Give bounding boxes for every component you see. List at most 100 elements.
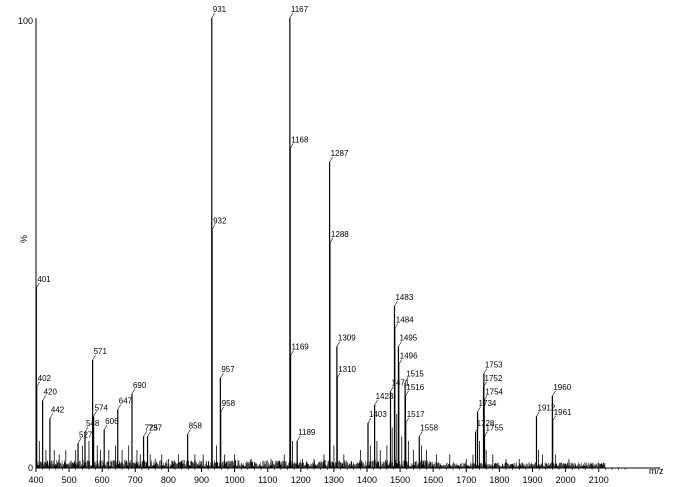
peak-label-725: 725 [145,424,159,433]
peak-label-leader [289,143,294,149]
peak-label-leader [289,12,294,19]
x-tick-label: 1100 [258,475,277,485]
peak-label-leader [336,341,341,347]
x-tick-label: 900 [194,475,209,485]
peak-label-leader [36,381,40,388]
peak-label-1169: 1169 [292,343,310,352]
peak-label-1167: 1167 [291,5,309,14]
peak-label-647: 647 [119,397,133,406]
peak-label-leader [398,341,402,347]
peak-label-leader [552,390,556,397]
peak-label-leader [49,413,54,419]
peak-label-leader [220,406,224,412]
peak-label-leader [390,386,394,392]
x-tick-label: 1200 [291,475,311,485]
peak-label-1495: 1495 [399,334,417,343]
peak-label-1755: 1755 [486,424,504,433]
peak-label-leader [93,411,97,417]
peak-label-1310: 1310 [338,365,356,374]
peak-label-1471: 1471 [392,379,410,388]
peak-label-1309: 1309 [338,334,356,343]
peak-label-1287: 1287 [331,149,349,158]
peak-label-leader [92,354,96,361]
peak-label-1515: 1515 [406,370,424,379]
x-tick-label: 2100 [589,475,609,485]
peak-label-leader [187,429,191,435]
peak-label-leader [329,156,333,163]
peak-label-1961: 1961 [554,408,572,417]
x-tick-label: 1000 [225,475,245,485]
peak-label-leader [536,411,540,417]
peak-label-leader [211,224,216,230]
peak-label-leader [296,435,301,442]
y-tick-label-0: 0 [28,463,33,473]
peak-label-leader [147,431,151,437]
peak-label-leader [36,282,40,289]
peak-label-571: 571 [94,347,108,356]
peak-label-leader [77,438,82,444]
peak-label-leader [405,417,409,424]
peak-label-leader [483,395,488,401]
peak-label-690: 690 [133,381,147,390]
peak-label-leader [131,388,136,394]
peak-label-1403: 1403 [369,410,387,419]
peak-label-leader [419,431,423,437]
peak-label-931: 931 [213,5,227,14]
peak-label-1288: 1288 [331,230,349,239]
x-tick-label: 1700 [456,475,476,485]
peak-label-1484: 1484 [396,316,414,325]
peak-label-420: 420 [44,388,58,397]
peak-label-leader [329,237,334,244]
peak-label-957: 957 [221,365,235,374]
x-tick-label: 700 [128,475,143,485]
y-axis-label: % [19,235,29,243]
x-tick-label: 1500 [390,475,410,485]
peak-label-leader [42,395,46,401]
peak-label-1483: 1483 [395,293,413,302]
x-tick-label: 400 [28,475,43,485]
peak-label-leader [336,372,341,379]
peak-label-leader [143,431,147,437]
peak-label-leader [483,368,488,374]
peak-label-1728: 1728 [477,419,495,428]
peak-label-737: 737 [149,424,163,433]
peak-label-leader [483,381,487,388]
peak-label-leader [394,300,398,307]
peak-label-1423: 1423 [376,392,394,401]
x-tick-label: 500 [62,475,77,485]
peak-label-leader [211,12,216,19]
peak-label-1734: 1734 [479,399,497,408]
x-tick-label: 600 [95,475,110,485]
peak-label-leader [103,424,108,430]
peak-label-leader [405,390,409,397]
peak-label-1558: 1558 [420,424,438,433]
axes [35,18,660,469]
x-tick-label: 1800 [489,475,509,485]
x-axis-label: m/z [649,466,664,476]
peak-label-548: 548 [86,419,100,428]
peak-label-1912: 1912 [537,403,555,412]
x-tick-label: 1600 [423,475,443,485]
peak-label-1960: 1960 [553,383,571,392]
peak-label-574: 574 [95,403,109,412]
x-tick-label: 800 [161,475,176,485]
peak-label-606: 606 [105,417,119,426]
peak-label-leader [404,377,409,383]
peak-label-leader [117,404,122,410]
peak-label-1168: 1168 [291,136,309,145]
peak-label-527: 527 [79,430,93,439]
peak-label-1496: 1496 [400,352,418,361]
labeled-peaks [35,18,554,468]
peak-label-leader [84,426,89,433]
peak-label-leader [220,372,224,379]
peak-label-1752: 1752 [485,374,503,383]
peak-label-932: 932 [213,217,227,226]
peak-label-442: 442 [51,406,65,415]
peak-label-1754: 1754 [485,388,503,397]
x-tick-label: 1900 [522,475,542,485]
peak-label-1753: 1753 [485,361,503,370]
peak-label-1516: 1516 [406,383,424,392]
peak-label-1189: 1189 [298,428,316,437]
peak-label-leader [394,323,399,329]
